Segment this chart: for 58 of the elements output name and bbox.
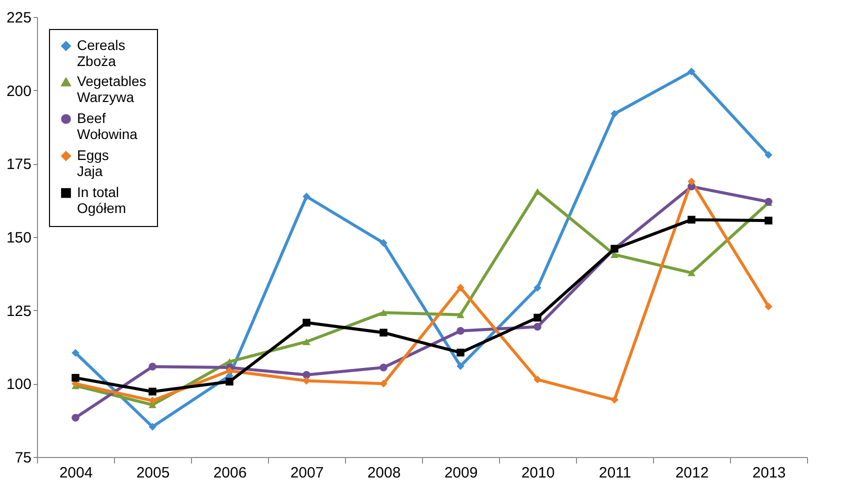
x-tick-label: 2012	[675, 464, 709, 482]
point	[72, 414, 80, 422]
y-tick-label: 200	[6, 82, 32, 100]
point	[72, 348, 80, 357]
point	[456, 327, 464, 335]
x-tick-label: 2006	[213, 464, 247, 482]
point	[302, 192, 310, 200]
legend-label: Vegetables Warzywa	[77, 73, 146, 105]
legend-label: Cereals Zboża	[77, 37, 126, 69]
point	[148, 396, 156, 405]
y-tick-label: 175	[6, 156, 32, 174]
point	[534, 322, 542, 331]
point	[226, 366, 234, 375]
y-tick-label: 150	[6, 230, 32, 246]
point	[610, 110, 618, 118]
point	[302, 376, 310, 385]
point	[688, 269, 696, 276]
point	[764, 216, 772, 224]
x-tick-label: 2009	[444, 464, 478, 482]
legend-label: In total Ogółem	[77, 184, 126, 216]
x-tick-label: 2010	[521, 464, 555, 482]
x-tick-label: 2008	[367, 464, 401, 482]
point	[148, 388, 156, 396]
y-tick-label: 225	[6, 10, 32, 26]
point	[302, 318, 310, 327]
legend-label: Eggs Jaja	[77, 147, 109, 179]
point	[380, 238, 388, 247]
point	[688, 216, 696, 224]
x-tick-label: 2007	[290, 464, 324, 482]
point	[456, 348, 464, 356]
point	[534, 376, 542, 384]
point	[380, 364, 388, 372]
point	[610, 396, 618, 404]
point	[148, 362, 156, 371]
point	[226, 378, 234, 386]
point	[534, 314, 542, 322]
x-tick-label: 2005	[136, 464, 170, 482]
point	[148, 422, 156, 431]
point	[764, 150, 772, 159]
x-tick-label: 2013	[752, 464, 786, 482]
point	[688, 178, 696, 186]
y-tick-label: 100	[6, 376, 32, 394]
point	[380, 328, 388, 336]
point	[456, 284, 464, 292]
point	[688, 68, 696, 76]
point	[534, 284, 542, 292]
y-tick-label: 125	[6, 302, 32, 320]
point	[764, 302, 772, 310]
point	[302, 371, 310, 379]
point	[72, 374, 80, 382]
point	[456, 362, 464, 370]
x-tick-label: 2011	[598, 464, 632, 482]
x-tick-label: 2004	[59, 464, 93, 482]
point	[302, 338, 310, 346]
y-tick-label: 75	[14, 450, 32, 466]
point	[456, 311, 464, 318]
legend-label: Beef Wołowina	[77, 110, 138, 142]
point	[380, 309, 388, 316]
